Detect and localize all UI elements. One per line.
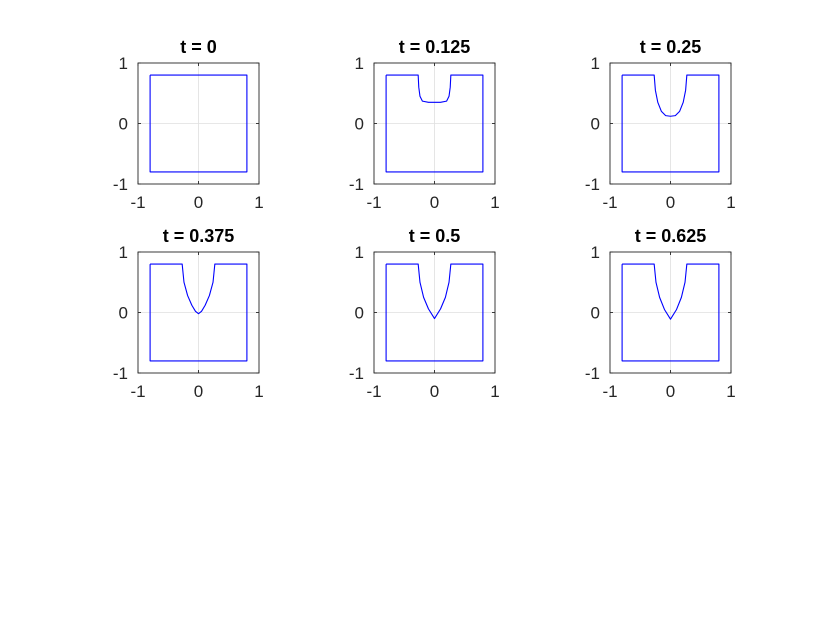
x-tick-label: -1 — [366, 382, 381, 401]
series-line-interface — [385, 263, 484, 362]
x-tick-label: 0 — [194, 382, 203, 401]
x-tick-label: -1 — [602, 193, 617, 212]
y-tick-label: -1 — [585, 364, 600, 383]
x-tick-label: -1 — [130, 193, 145, 212]
y-tick-label: -1 — [113, 364, 128, 383]
x-tick-label: 0 — [194, 193, 203, 212]
subplot-1: -1 0 1 -1 0 1 t = 0 — [113, 37, 264, 212]
x-tick-label: 1 — [726, 382, 735, 401]
subplot-title: t = 0.25 — [640, 37, 702, 57]
subplot-title: t = 0.125 — [399, 37, 471, 57]
series-line-interface — [385, 74, 484, 173]
y-tick-label: 0 — [119, 115, 128, 134]
subplot-title: t = 0.5 — [409, 226, 461, 246]
subplot-title: t = 0.375 — [163, 226, 235, 246]
subplot-title: t = 0.625 — [635, 226, 707, 246]
y-tick-label: -1 — [585, 175, 600, 194]
x-tick-label: -1 — [130, 382, 145, 401]
series-line-interface — [621, 263, 720, 362]
series-line-interface — [149, 74, 248, 173]
x-tick-label: 1 — [254, 382, 263, 401]
y-tick-label: 0 — [119, 304, 128, 323]
y-tick-label: 1 — [591, 54, 600, 73]
x-tick-label: -1 — [366, 193, 381, 212]
y-tick-label: 0 — [591, 115, 600, 134]
subplot-title: t = 0 — [180, 37, 217, 57]
y-tick-label: 1 — [355, 54, 364, 73]
x-tick-label: 0 — [430, 382, 439, 401]
y-tick-label: 0 — [355, 304, 364, 323]
y-tick-label: 1 — [355, 243, 364, 262]
y-tick-label: -1 — [113, 175, 128, 194]
x-tick-label: 1 — [490, 193, 499, 212]
y-tick-label: -1 — [349, 364, 364, 383]
y-tick-label: 1 — [119, 243, 128, 262]
subplot-6: -1 0 1 -1 0 1 t = 0.625 — [585, 226, 736, 401]
y-tick-label: 1 — [591, 243, 600, 262]
subplot-4: -1 0 1 -1 0 1 t = 0.375 — [113, 226, 264, 401]
series-line-interface — [149, 263, 248, 362]
subplot-3: -1 0 1 -1 0 1 t = 0.25 — [585, 37, 736, 212]
x-tick-label: -1 — [602, 382, 617, 401]
subplot-5: -1 0 1 -1 0 1 t = 0.5 — [349, 226, 500, 401]
x-tick-label: 0 — [430, 193, 439, 212]
y-tick-label: 0 — [591, 304, 600, 323]
y-tick-label: 0 — [355, 115, 364, 134]
y-tick-label: 1 — [119, 54, 128, 73]
x-tick-label: 0 — [666, 382, 675, 401]
x-tick-label: 1 — [490, 382, 499, 401]
x-tick-label: 1 — [254, 193, 263, 212]
x-tick-label: 0 — [666, 193, 675, 212]
subplot-2: -1 0 1 -1 0 1 t = 0.125 — [349, 37, 500, 212]
series-line-interface — [621, 74, 720, 173]
x-tick-label: 1 — [726, 193, 735, 212]
y-tick-label: -1 — [349, 175, 364, 194]
